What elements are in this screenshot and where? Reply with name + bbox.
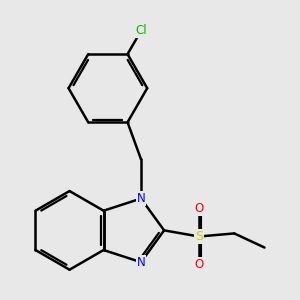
Text: Cl: Cl bbox=[136, 24, 147, 37]
Text: N: N bbox=[136, 192, 146, 205]
Text: O: O bbox=[194, 257, 204, 271]
Text: S: S bbox=[195, 230, 203, 243]
Text: N: N bbox=[136, 256, 146, 269]
Text: O: O bbox=[194, 202, 204, 215]
